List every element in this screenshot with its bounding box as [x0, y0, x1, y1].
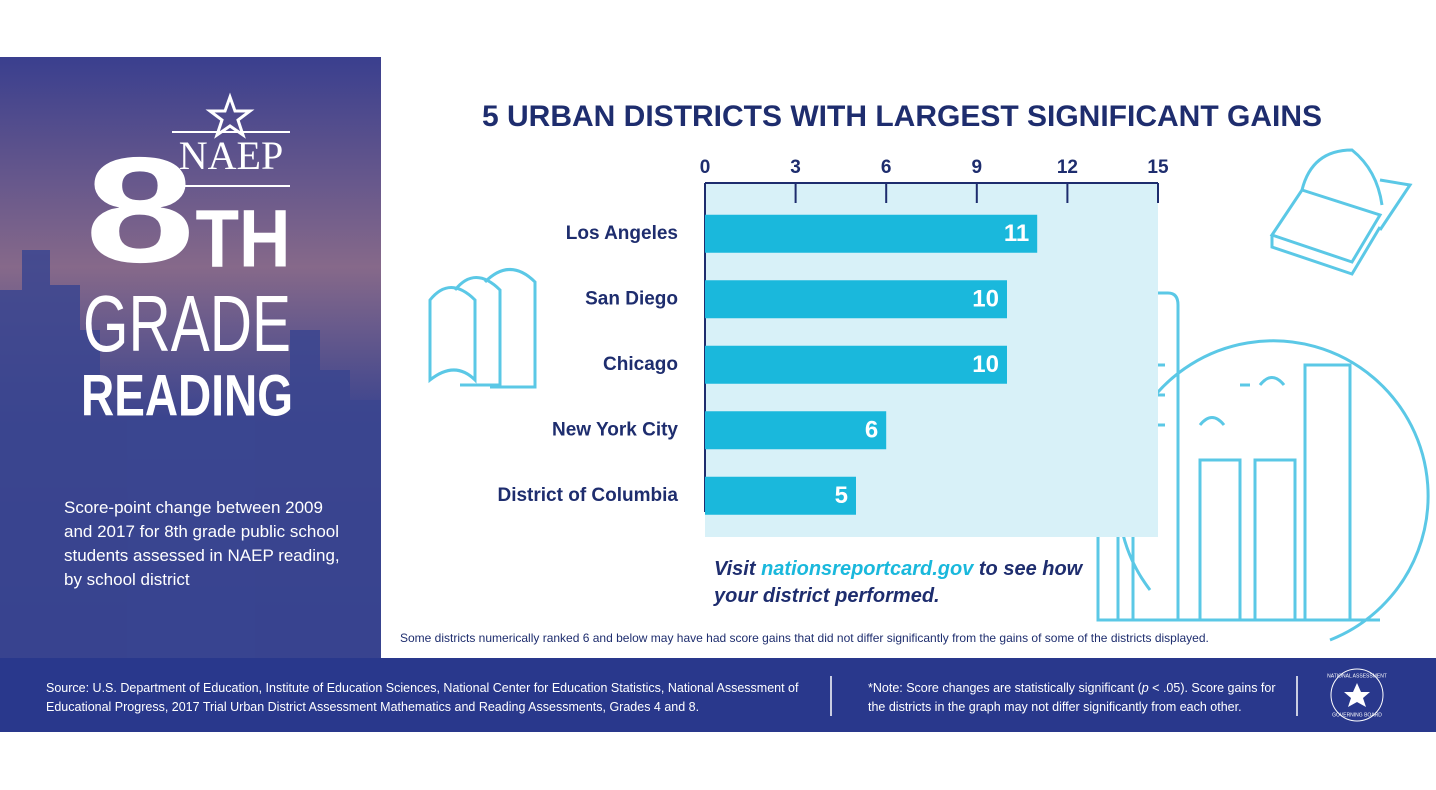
value-label: 6	[865, 417, 878, 444]
bar	[705, 345, 1007, 384]
sidebar-description: Score-point change between 2009 and 2017…	[64, 498, 340, 589]
footer-source: Source: U.S. Department of Education, In…	[46, 681, 799, 714]
callout-link[interactable]: nationsreportcard.gov	[761, 558, 974, 580]
bar	[705, 280, 1007, 319]
value-label: 10	[972, 286, 999, 313]
footer-note-text: p	[1141, 681, 1149, 695]
x-tick-label: 0	[700, 157, 711, 178]
grade-number: 8	[85, 126, 195, 294]
callout-text: Visit	[714, 558, 762, 580]
x-tick-label: 9	[972, 157, 983, 178]
x-tick-label: 6	[881, 157, 892, 178]
category-label: District of Columbia	[497, 485, 678, 506]
callout-text: to see how your district performed.	[714, 558, 1083, 607]
bar	[705, 214, 1038, 253]
board-logo-text: GOVERNING BOARD	[1332, 712, 1382, 718]
grade-word: GRADE	[83, 279, 291, 368]
x-tick-label: 12	[1057, 157, 1078, 178]
callout: Visit nationsreportcard.gov to see how y…	[714, 556, 1084, 610]
chart-note: Some districts numerically ranked 6 and …	[400, 631, 1209, 645]
category-label: Los Angeles	[566, 223, 678, 244]
board-logo	[1330, 668, 1384, 722]
grade-suffix: TH	[196, 194, 291, 285]
x-tick-label: 15	[1147, 157, 1169, 178]
chart-title: 5 URBAN DISTRICTS WITH LARGEST SIGNIFICA…	[482, 100, 1322, 133]
footer-note-text: *Note: Score changes are statistically s…	[868, 681, 1142, 695]
bar	[705, 476, 856, 515]
category-label: Chicago	[603, 354, 678, 375]
x-tick-label: 3	[790, 157, 801, 178]
category-label: New York City	[552, 419, 678, 440]
bar	[705, 411, 887, 450]
board-logo-text: NATIONAL ASSESSMENT	[1327, 673, 1387, 679]
value-label: 10	[972, 351, 999, 378]
footer-note: *Note: Score changes are statistically s…	[868, 679, 1278, 717]
footer-band	[0, 658, 1436, 732]
category-label: San Diego	[585, 288, 678, 309]
logo-text: NAEP	[179, 133, 283, 178]
footer-note-text: < .05). Score gains for the districts in…	[868, 681, 1276, 714]
books-icon	[428, 268, 537, 389]
value-label: 5	[835, 482, 848, 509]
value-label: 11	[1004, 220, 1029, 247]
skyline	[0, 250, 381, 658]
subject: READING	[81, 363, 293, 428]
logo-star	[205, 92, 255, 139]
board-logo-star	[1344, 683, 1370, 707]
open-book-icon	[1269, 148, 1413, 276]
